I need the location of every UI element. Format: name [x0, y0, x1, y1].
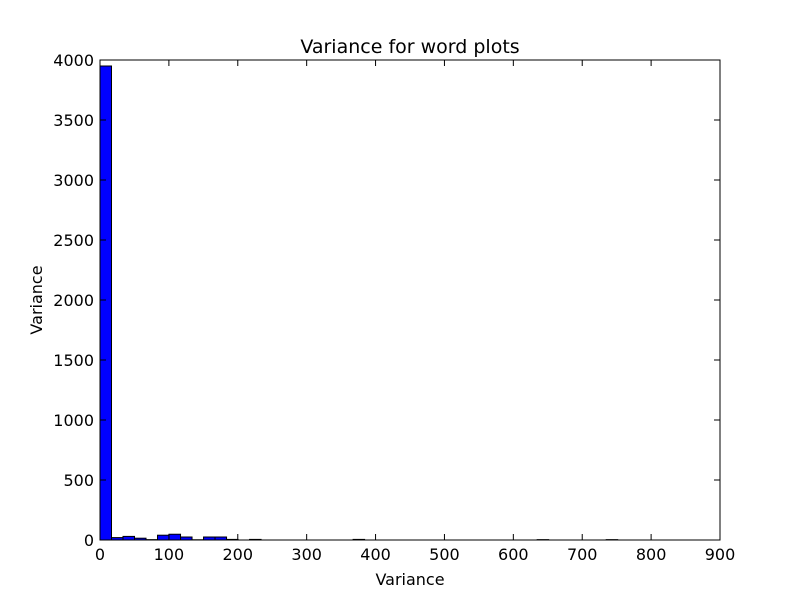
- x-axis: 0 100 200 300 400 500 600 700 800 900: [95, 60, 735, 564]
- x-tick-label: 100: [154, 545, 185, 564]
- x-tick-label: 300: [291, 545, 322, 564]
- y-tick-label: 2000: [53, 291, 94, 310]
- y-tick-label: 1500: [53, 351, 94, 370]
- y-tick-label: 4000: [53, 51, 94, 70]
- histogram-bar: [169, 534, 181, 540]
- histogram-bar: [158, 535, 170, 540]
- x-tick-label: 600: [498, 545, 529, 564]
- x-tick-label: 900: [705, 545, 736, 564]
- x-tick-label: 0: [95, 545, 105, 564]
- y-tick-label: 0: [84, 531, 94, 550]
- x-tick-label: 800: [636, 545, 667, 564]
- y-tick-label: 3500: [53, 111, 94, 130]
- chart-title: Variance for word plots: [300, 36, 519, 58]
- plot-frame: [100, 60, 720, 540]
- y-axis: 0 500 1000 1500 2000 2500 3000 3500 4000: [53, 51, 720, 550]
- y-tick-label: 2500: [53, 231, 94, 250]
- x-axis-label: Variance: [375, 570, 444, 589]
- x-tick-label: 200: [223, 545, 254, 564]
- histogram-bar: [123, 536, 135, 540]
- bars-group: [100, 66, 618, 540]
- y-axis-label: Variance: [27, 265, 46, 334]
- y-tick-label: 500: [63, 471, 94, 490]
- y-tick-label: 1000: [53, 411, 94, 430]
- y-tick-label: 3000: [53, 171, 94, 190]
- x-tick-label: 500: [429, 545, 460, 564]
- x-tick-label: 700: [567, 545, 598, 564]
- x-tick-label: 400: [360, 545, 391, 564]
- histogram-bar: [100, 66, 112, 540]
